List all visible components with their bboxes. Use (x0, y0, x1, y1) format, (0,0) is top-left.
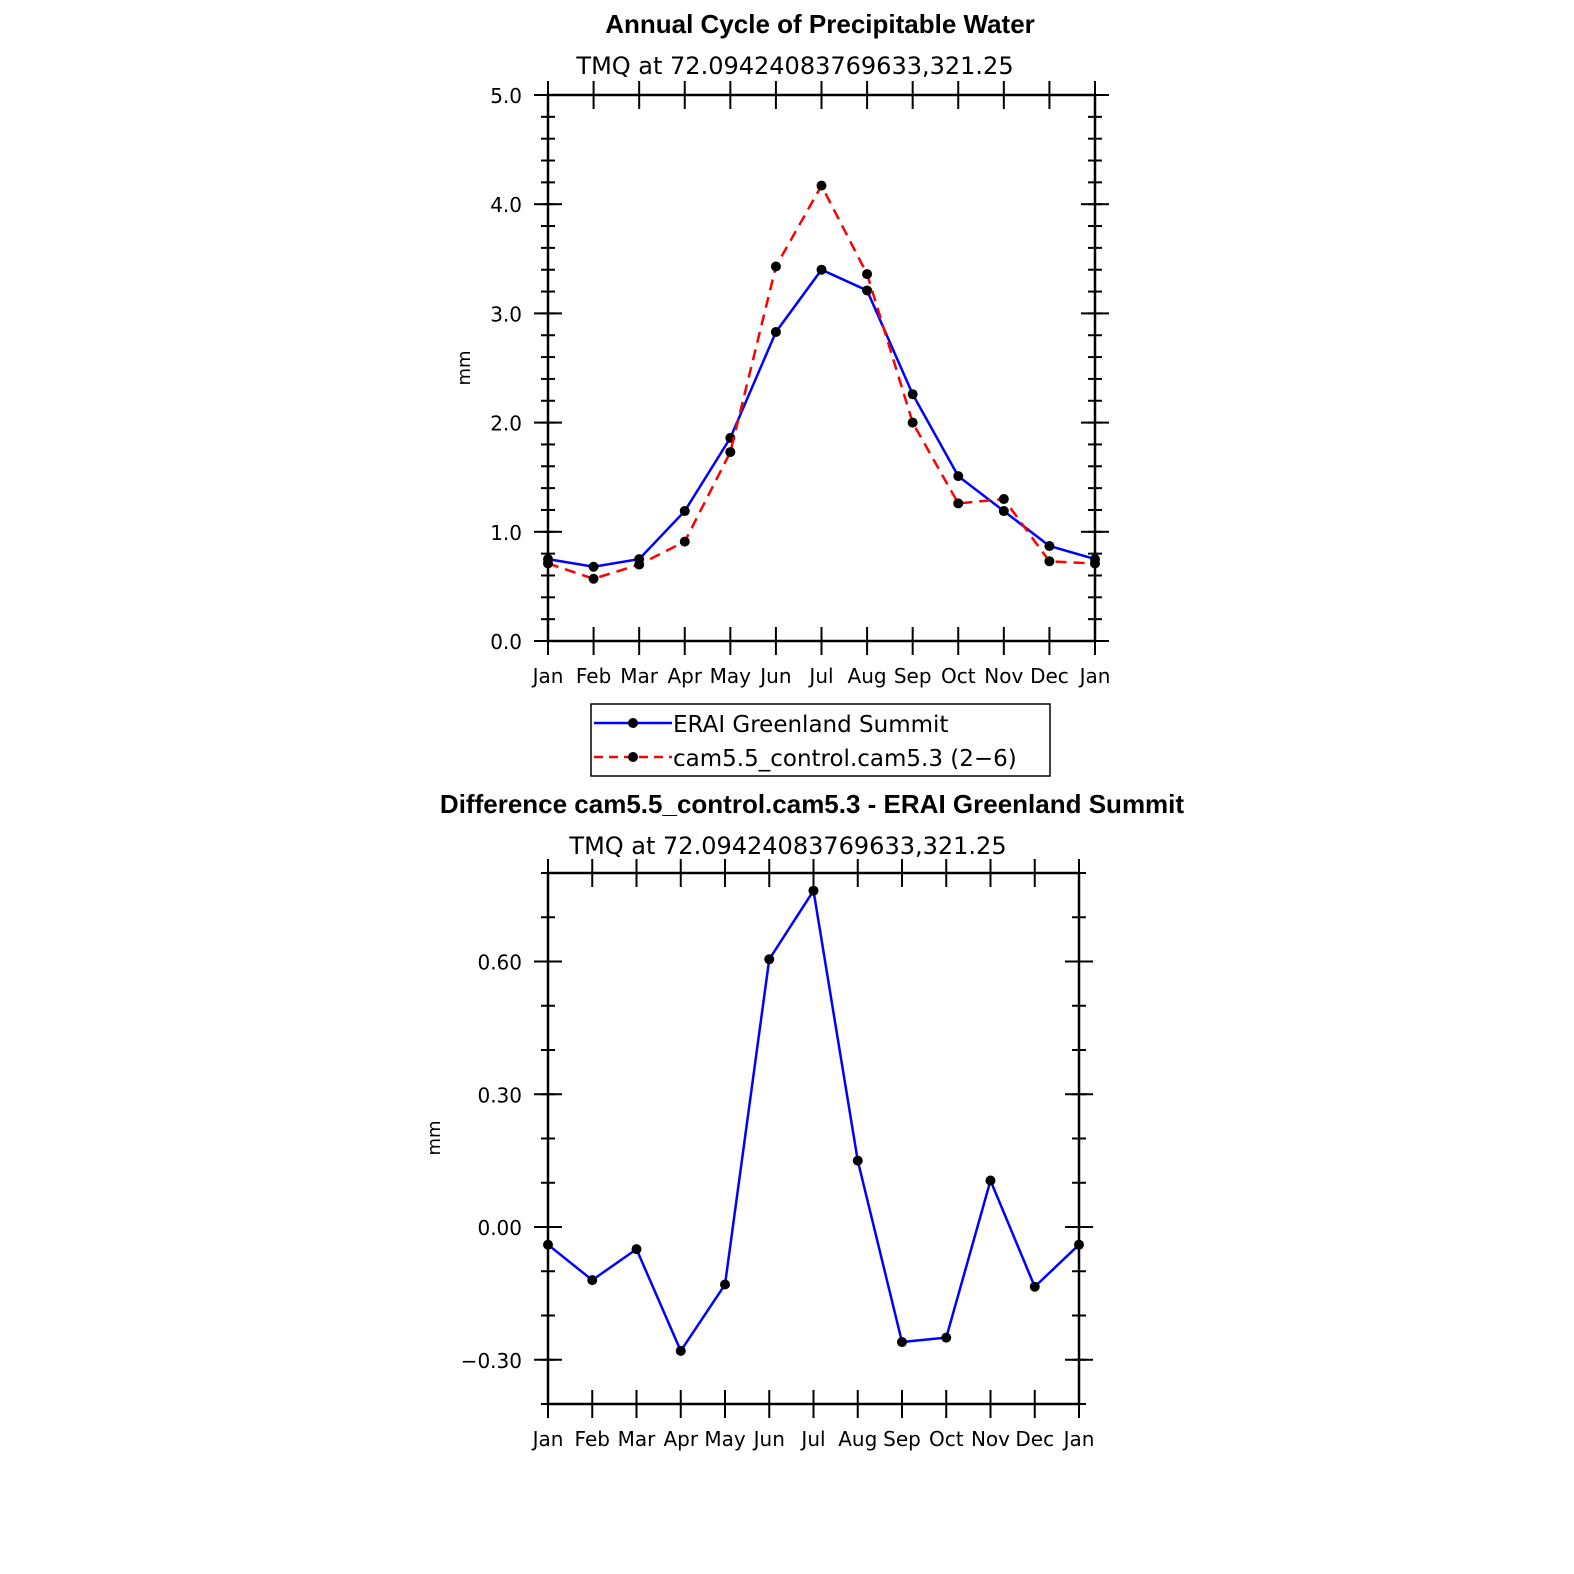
chart-title: Annual Cycle of Precipitable Water (605, 9, 1035, 39)
data-point (764, 954, 775, 965)
x-tick-label: Jun (752, 1427, 785, 1451)
data-point (679, 536, 690, 547)
data-point (634, 559, 645, 570)
x-tick-label: Mar (620, 664, 659, 688)
x-tick-label: Jan (531, 1427, 564, 1451)
x-tick-label: Mar (618, 1427, 657, 1451)
data-point (720, 1279, 730, 1290)
data-point (953, 498, 964, 509)
plot-frame (546, 93, 1097, 643)
data-point (770, 326, 781, 337)
data-point (907, 389, 918, 400)
data-point (679, 506, 690, 517)
chart-subtitle: TMQ at 72.09424083769633,321.25 (568, 832, 1006, 860)
data-point (862, 269, 873, 280)
data-point (862, 285, 873, 296)
x-tick-label: Oct (941, 664, 976, 688)
x-tick-label: Sep (883, 1427, 921, 1451)
y-tick-label: 0.00 (477, 1216, 522, 1240)
y-tick-label: 1.0 (490, 521, 522, 545)
y-tick-label: −0.30 (461, 1349, 522, 1373)
series-line (547, 887, 1080, 1354)
x-tick-label: Aug (838, 1427, 877, 1451)
data-point (907, 417, 918, 428)
data-point (953, 471, 964, 482)
y-tick-label: 4.0 (490, 193, 522, 217)
tick-labels: Jan Feb Mar Apr May Jun Jul Aug Sep Oct Nov Dec Jan −… (461, 951, 1095, 1452)
data-point (816, 264, 827, 275)
legend-label-cam: cam5.5_control.cam5.3 (2−6) (673, 746, 1017, 772)
data-point (770, 261, 781, 272)
legend-box (590, 703, 1051, 777)
series-group (543, 885, 1084, 1356)
chart-title: Difference cam5.5_control.cam5.3 - ERAI … (440, 789, 1184, 819)
data-point (808, 885, 819, 896)
x-tick-label: May (710, 664, 752, 688)
x-tick-label: Jan (531, 664, 564, 688)
data-point (587, 1275, 598, 1286)
x-tick-label: May (704, 1427, 746, 1451)
y-tick-label: 5.0 (490, 84, 522, 108)
legend-label-erai: ERAI Greenland Summit (673, 712, 948, 738)
data-point (852, 1155, 863, 1166)
x-tick-label: Apr (667, 664, 702, 688)
data-point (1044, 540, 1055, 551)
x-tick-label: Jul (799, 1427, 825, 1451)
series-line (547, 268, 1096, 569)
data-point (998, 506, 1009, 517)
data-point (998, 494, 1009, 505)
data-point (1044, 556, 1055, 567)
x-tick-label: Jan (1062, 1427, 1095, 1451)
y-tick-label: 2.0 (490, 412, 522, 436)
data-point (588, 573, 599, 584)
data-point (588, 561, 599, 572)
axis-ticks (534, 81, 1109, 655)
x-tick-label: Aug (848, 664, 887, 688)
x-tick-label: Sep (894, 664, 932, 688)
chart-subtitle: TMQ at 72.09424083769633,321.25 (575, 52, 1013, 80)
x-tick-label: Jul (807, 664, 833, 688)
legend-marker-erai (628, 718, 638, 728)
x-tick-label: Apr (663, 1427, 698, 1451)
data-point (897, 1337, 907, 1348)
x-tick-label: Feb (575, 1427, 610, 1451)
x-tick-label: Feb (576, 664, 611, 688)
x-tick-label: Dec (1030, 664, 1069, 688)
y-axis-label: mm (454, 350, 475, 385)
y-axis-label: mm (424, 1120, 445, 1155)
legend: ERAI Greenland Summit cam5.5_control.cam… (590, 703, 1051, 777)
difference-chart: Difference cam5.5_control.cam5.3 - ERAI … (424, 789, 1184, 1451)
y-tick-label: 3.0 (490, 302, 522, 326)
x-tick-label: Jun (758, 664, 791, 688)
x-tick-label: Nov (971, 1427, 1010, 1451)
y-tick-label: 0.0 (490, 630, 522, 654)
axis-ticks (534, 859, 1093, 1418)
data-point (941, 1332, 952, 1343)
x-tick-label: Oct (929, 1427, 964, 1451)
y-tick-label: 0.30 (477, 1083, 522, 1107)
y-tick-label: 0.60 (477, 951, 522, 975)
series-line (547, 183, 1096, 581)
x-tick-label: Nov (984, 664, 1023, 688)
data-point (631, 1244, 642, 1255)
data-point (985, 1175, 996, 1186)
data-point (816, 180, 827, 191)
data-point (675, 1345, 686, 1356)
x-tick-label: Dec (1015, 1427, 1054, 1451)
legend-marker-cam (628, 752, 638, 762)
plot-frame (546, 871, 1081, 1406)
x-tick-label: Jan (1078, 664, 1111, 688)
series-group (543, 180, 1100, 584)
data-point (725, 447, 736, 458)
tick-labels: Jan Feb Mar Apr May Jun Jul Aug Sep Oct Nov Dec Jan 0… (490, 84, 1110, 688)
data-point (1029, 1281, 1040, 1292)
annual-cycle-chart: Annual Cycle of Precipitable Water TMQ a… (454, 9, 1110, 777)
